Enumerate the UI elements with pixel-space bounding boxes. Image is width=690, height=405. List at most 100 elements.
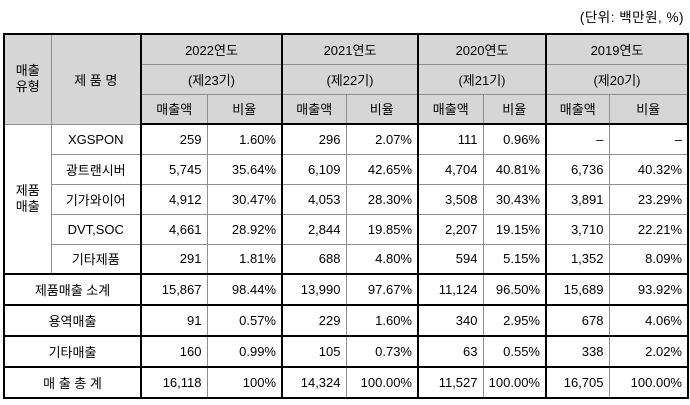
amount-cell: 338 [545, 334, 610, 368]
ratio-cell: 100.00% [482, 365, 547, 399]
amount-cell: – [545, 123, 610, 156]
header-row-measures: 매출액 비율 매출액 비율 매출액 비율 매출액 비율 [4, 93, 689, 126]
amount-cell: 2,207 [417, 213, 484, 245]
ratio-cell: 35.64% [206, 154, 283, 185]
product-name-cell: DVT,SOC [50, 213, 142, 245]
amount-cell: 594 [417, 243, 484, 275]
col-header-year-2020: 2020연도 [417, 33, 547, 65]
amount-cell: 91 [140, 304, 208, 337]
amount-cell: 6,736 [545, 154, 610, 185]
ratio-cell: 28.92% [206, 213, 283, 245]
ratio-cell: 2.07% [345, 123, 419, 156]
ratio-cell: 23.29% [608, 183, 689, 215]
col-header-term-21: (제21기) [417, 63, 547, 95]
table-row-optical-transceiver: 광트랜시버 5,745 35.64% 6,109 42.65% 4,704 40… [4, 154, 689, 185]
amount-cell: 13,990 [281, 273, 347, 306]
col-header-amount: 매출액 [281, 93, 347, 126]
amount-cell: 4,053 [281, 183, 347, 215]
col-header-ratio: 비율 [608, 93, 689, 126]
unit-note: (단위: 백만원, %) [579, 10, 684, 25]
ratio-cell: 0.55% [482, 334, 547, 368]
ratio-cell: 100.00% [345, 365, 419, 399]
ratio-cell: 19.85% [345, 213, 419, 245]
col-header-amount: 매출액 [417, 93, 484, 126]
col-header-year-2019: 2019연도 [545, 33, 689, 65]
col-header-ratio: 비율 [482, 93, 547, 126]
header-row-years: 매출 유형 제 품 명 2022연도 2021연도 2020연도 2019연도 [3, 33, 689, 125]
summary-label-cell: 매 출 총 계 [3, 365, 142, 399]
col-header-term-20: (제20기) [545, 63, 689, 95]
table-row-service-sales: 용역매출 91 0.57% 229 1.60% 340 2.95% 678 4.… [3, 304, 689, 337]
amount-cell: 11,527 [417, 365, 484, 399]
ratio-cell: 30.43% [482, 183, 547, 215]
ratio-cell: 0.99% [206, 334, 283, 368]
product-group-line2: 매출 [15, 199, 40, 215]
col-header-sales-type: 매출 유형 [3, 33, 52, 125]
ratio-cell: – [608, 123, 689, 156]
ratio-cell: 30.47% [206, 183, 283, 215]
amount-cell: 3,710 [545, 213, 610, 245]
amount-cell: 340 [417, 304, 484, 337]
amount-cell: 105 [281, 334, 347, 368]
col-header-term-22: (제22기) [281, 63, 419, 95]
amount-cell: 15,867 [140, 273, 208, 306]
table-row-gigawire: 기가와이어 4,912 30.47% 4,053 28.30% 3,508 30… [4, 183, 689, 215]
amount-cell: 4,661 [140, 213, 208, 245]
amount-cell: 4,704 [417, 154, 484, 185]
ratio-cell: 42.65% [345, 154, 419, 185]
amount-cell: 15,689 [545, 273, 610, 306]
ratio-cell: 1.60% [206, 123, 283, 156]
col-header-amount: 매출액 [140, 93, 208, 126]
ratio-cell: 98.44% [206, 273, 283, 306]
table-row-other-sales: 기타매출 160 0.99% 105 0.73% 63 0.55% 338 2.… [3, 334, 689, 368]
ratio-cell: 8.09% [608, 243, 689, 275]
table-row-total-sales: 매 출 총 계 16,118 100% 14,324 100.00% 11,52… [3, 365, 689, 399]
ratio-cell: 40.32% [608, 154, 689, 185]
col-header-year-2022: 2022연도 [140, 33, 283, 65]
amount-cell: 4,912 [140, 183, 208, 215]
summary-label-cell: 제품매출 소계 [3, 273, 142, 306]
ratio-cell: 100.00% [608, 365, 689, 399]
ratio-cell: 22.21% [608, 213, 689, 245]
amount-cell: 3,508 [417, 183, 484, 215]
product-name-cell: 기가와이어 [50, 183, 142, 215]
amount-cell: 1,352 [545, 243, 610, 275]
ratio-cell: 100% [206, 365, 283, 399]
ratio-cell: 0.73% [345, 334, 419, 368]
table-row-other-products: 기타제품 291 1.81% 688 4.80% 594 5.15% 1,352… [4, 243, 689, 275]
sales-type-line2: 유형 [15, 79, 40, 95]
ratio-cell: 96.50% [482, 273, 547, 306]
product-name-cell: 광트랜시버 [50, 154, 142, 185]
col-header-ratio: 비율 [206, 93, 283, 126]
amount-cell: 16,118 [140, 365, 208, 399]
amount-cell: 16,705 [545, 365, 610, 399]
ratio-cell: 28.30% [345, 183, 419, 215]
amount-cell: 296 [281, 123, 347, 156]
amount-cell: 259 [140, 123, 208, 156]
amount-cell: 291 [140, 243, 208, 275]
product-group-line1: 제품 [15, 182, 40, 198]
col-header-amount: 매출액 [545, 93, 610, 126]
amount-cell: 2,844 [281, 213, 347, 245]
amount-cell: 6,109 [281, 154, 347, 185]
sales-type-line1: 매출 [15, 63, 40, 79]
ratio-cell: 1.60% [345, 304, 419, 337]
amount-cell: 14,324 [281, 365, 347, 399]
ratio-cell: 4.06% [608, 304, 689, 337]
summary-label-cell: 용역매출 [3, 304, 142, 337]
summary-label-cell: 기타매출 [3, 334, 142, 368]
ratio-cell: 2.95% [482, 304, 547, 337]
amount-cell: 11,124 [417, 273, 484, 306]
ratio-cell: 0.57% [206, 304, 283, 337]
amount-cell: 5,745 [140, 154, 208, 185]
table-row-xgspon: 제품 매출 XGSPON 259 1.60% 296 2.07% 111 0.9… [3, 123, 689, 275]
col-header-ratio: 비율 [345, 93, 419, 126]
ratio-cell: 5.15% [482, 243, 547, 275]
ratio-cell: 40.81% [482, 154, 547, 185]
ratio-cell: 97.67% [345, 273, 419, 306]
row-group-product-sales: 제품 매출 [3, 123, 52, 275]
sales-by-product-table: 매출 유형 제 품 명 2022연도 2021연도 2020연도 2019연도 … [3, 33, 689, 399]
ratio-cell: 1.81% [206, 243, 283, 275]
ratio-cell: 93.92% [608, 273, 689, 306]
product-name-cell: 기타제품 [50, 243, 142, 275]
